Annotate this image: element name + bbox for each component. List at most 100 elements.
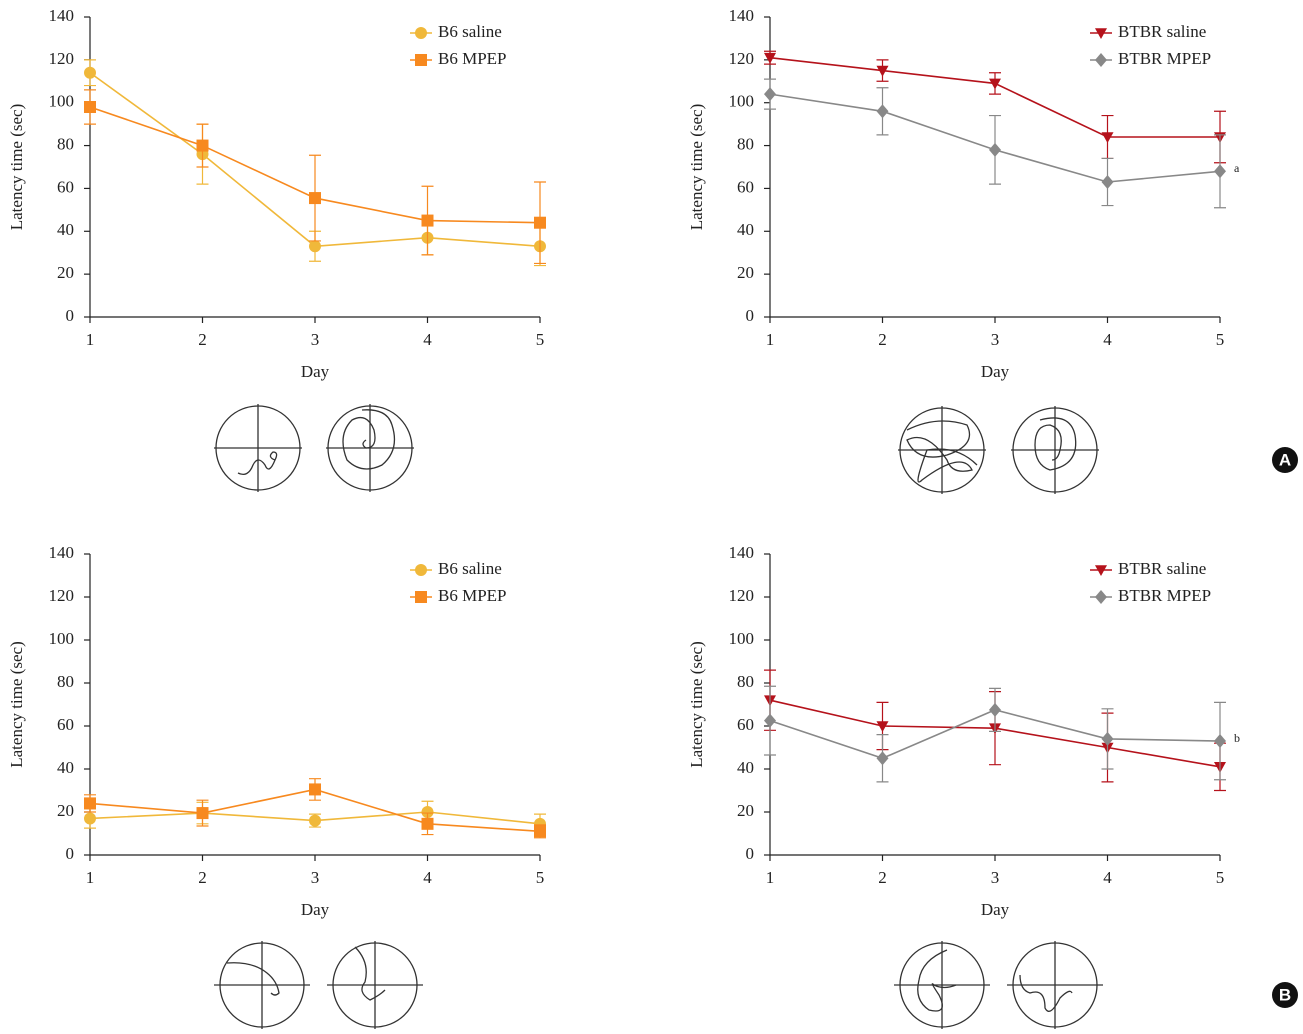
y-tick-label: 80 bbox=[737, 134, 754, 153]
data-point bbox=[1102, 175, 1114, 189]
data-point bbox=[989, 143, 1001, 157]
figure: A B 02040608010012014012345DayLatency ti… bbox=[0, 0, 1303, 1034]
data-point bbox=[309, 783, 321, 795]
y-tick-label: 60 bbox=[737, 715, 754, 734]
data-point bbox=[534, 825, 546, 837]
annotation: b bbox=[1234, 731, 1240, 745]
x-tick-label: 1 bbox=[766, 330, 775, 349]
data-point bbox=[197, 140, 209, 152]
x-tick-label: 3 bbox=[991, 330, 1000, 349]
x-tick-label: 2 bbox=[878, 330, 887, 349]
data-point bbox=[764, 87, 776, 101]
y-tick-label: 0 bbox=[746, 306, 755, 325]
annotation: a bbox=[1234, 161, 1240, 175]
y-tick-label: 80 bbox=[57, 134, 74, 153]
x-tick-label: 2 bbox=[878, 868, 887, 887]
panel-label-a: A bbox=[1272, 447, 1298, 473]
legend-label: B6 saline bbox=[438, 559, 502, 578]
x-tick-label: 5 bbox=[1216, 330, 1225, 349]
legend-label: BTBR saline bbox=[1118, 559, 1206, 578]
y-tick-label: 140 bbox=[729, 6, 755, 25]
x-tick-label: 4 bbox=[1103, 868, 1112, 887]
page: {"chart_data": [ {"type": "line", "x_lab… bbox=[0, 0, 1303, 1034]
x-tick-label: 4 bbox=[423, 868, 432, 887]
y-tick-label: 60 bbox=[57, 715, 74, 734]
y-tick-label: 140 bbox=[729, 543, 755, 562]
x-tick-label: 3 bbox=[311, 868, 320, 887]
x-axis-label: Day bbox=[981, 362, 1010, 381]
y-tick-label: 140 bbox=[49, 6, 75, 25]
legend-label: BTBR MPEP bbox=[1118, 586, 1211, 605]
y-tick-label: 40 bbox=[57, 758, 74, 777]
legend-marker bbox=[415, 564, 427, 576]
legend-label: B6 MPEP bbox=[438, 49, 507, 68]
y-tick-label: 100 bbox=[729, 629, 755, 648]
x-tick-label: 1 bbox=[86, 868, 95, 887]
legend-marker bbox=[1095, 53, 1107, 67]
data-point bbox=[422, 215, 434, 227]
y-tick-label: 0 bbox=[66, 306, 75, 325]
legend-marker bbox=[415, 54, 427, 66]
legend-marker bbox=[415, 27, 427, 39]
y-tick-label: 40 bbox=[737, 220, 754, 239]
x-tick-label: 2 bbox=[198, 330, 207, 349]
y-tick-label: 120 bbox=[49, 586, 75, 605]
legend-marker bbox=[1095, 590, 1107, 604]
x-tick-label: 5 bbox=[536, 868, 545, 887]
y-tick-label: 120 bbox=[49, 49, 75, 68]
y-tick-label: 20 bbox=[57, 263, 74, 282]
y-tick-label: 100 bbox=[49, 629, 75, 648]
x-tick-label: 5 bbox=[536, 330, 545, 349]
data-point bbox=[84, 67, 96, 79]
data-point bbox=[84, 812, 96, 824]
x-tick-label: 5 bbox=[1216, 868, 1225, 887]
x-axis-label: Day bbox=[301, 900, 330, 919]
y-axis-label: Latency time (sec) bbox=[7, 641, 26, 768]
y-tick-label: 100 bbox=[729, 92, 755, 111]
swim-paths-b bbox=[214, 941, 1103, 1029]
x-tick-label: 3 bbox=[311, 330, 320, 349]
y-tick-label: 40 bbox=[57, 220, 74, 239]
y-tick-label: 140 bbox=[49, 543, 75, 562]
data-point bbox=[989, 703, 1001, 717]
y-tick-label: 20 bbox=[737, 801, 754, 820]
legend-label: BTBR saline bbox=[1118, 22, 1206, 41]
panel-label: A bbox=[1279, 450, 1291, 469]
data-point bbox=[84, 797, 96, 809]
swim-paths-a bbox=[214, 404, 1099, 494]
x-tick-label: 2 bbox=[198, 868, 207, 887]
y-axis-label: Latency time (sec) bbox=[687, 641, 706, 768]
data-point bbox=[84, 101, 96, 113]
legend-label: BTBR MPEP bbox=[1118, 49, 1211, 68]
data-point bbox=[422, 818, 434, 830]
legend-label: B6 MPEP bbox=[438, 586, 507, 605]
x-tick-label: 4 bbox=[1103, 330, 1112, 349]
panel-label-b: B bbox=[1272, 982, 1298, 1008]
legend-label: B6 saline bbox=[438, 22, 502, 41]
y-tick-label: 120 bbox=[729, 49, 755, 68]
x-tick-label: 4 bbox=[423, 330, 432, 349]
panel-label: B bbox=[1279, 985, 1291, 1004]
y-tick-label: 20 bbox=[57, 801, 74, 820]
data-point bbox=[1214, 164, 1226, 178]
y-tick-label: 0 bbox=[746, 844, 755, 863]
y-tick-label: 80 bbox=[737, 672, 754, 691]
y-axis-label: Latency time (sec) bbox=[687, 104, 706, 231]
x-tick-label: 1 bbox=[766, 868, 775, 887]
y-tick-label: 40 bbox=[737, 758, 754, 777]
data-point bbox=[197, 807, 209, 819]
data-point bbox=[877, 751, 889, 765]
data-point bbox=[309, 240, 321, 252]
data-point bbox=[989, 79, 1001, 90]
y-tick-label: 100 bbox=[49, 92, 75, 111]
data-point bbox=[309, 815, 321, 827]
data-point bbox=[309, 192, 321, 204]
y-tick-label: 80 bbox=[57, 672, 74, 691]
y-tick-label: 60 bbox=[737, 177, 754, 196]
x-tick-label: 3 bbox=[991, 868, 1000, 887]
legend-marker bbox=[415, 591, 427, 603]
data-point bbox=[877, 104, 889, 118]
x-tick-label: 1 bbox=[86, 330, 95, 349]
y-axis-label: Latency time (sec) bbox=[7, 104, 26, 231]
y-tick-label: 0 bbox=[66, 844, 75, 863]
